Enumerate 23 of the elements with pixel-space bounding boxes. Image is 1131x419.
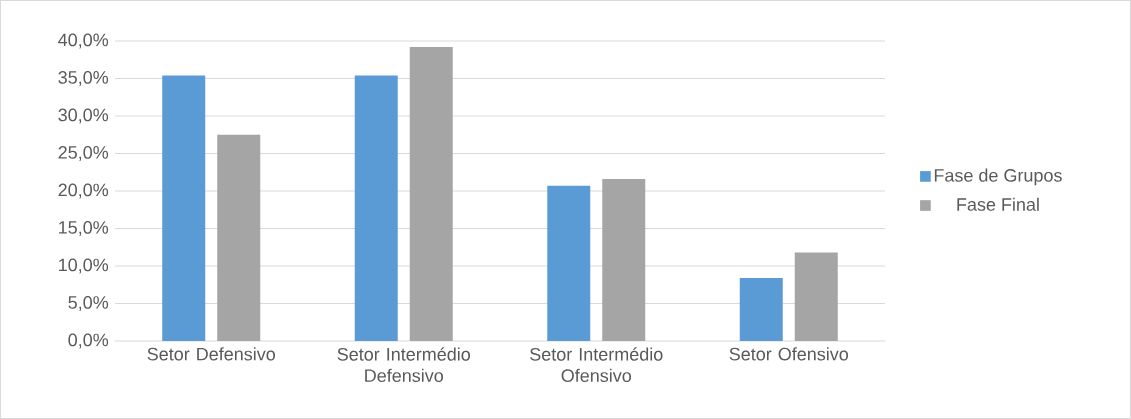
x-tick-label: Setor Defensivo: [147, 347, 276, 361]
y-tick-label: 10,0%: [59, 258, 109, 274]
y-tick-label: 35,0%: [58, 71, 109, 86]
y-tick-label: 0,0%: [68, 333, 109, 349]
y-tick-label: 5,0%: [68, 296, 109, 311]
bar: [409, 46, 453, 341]
y-tick-label: 40,0%: [58, 33, 109, 49]
y-tick-label: 20,0%: [58, 183, 109, 199]
bar: [794, 252, 838, 341]
legend-label: Fase de Grupos: [934, 168, 1062, 186]
bar: [547, 185, 591, 341]
y-tick-label: 25,0%: [58, 146, 109, 161]
x-tick-label: Setor Intermédio Ofensivo: [530, 347, 663, 383]
bar: [162, 75, 206, 341]
x-tick-label: Setor Intermédio Defensivo: [337, 347, 471, 383]
bar: [739, 278, 783, 341]
bar: [602, 178, 646, 341]
bar: [354, 75, 398, 341]
x-tick-label: Setor Ofensivo: [729, 347, 849, 361]
y-tick-label: 30,0%: [58, 108, 109, 124]
legend-label: Fase Final: [957, 197, 1039, 211]
bar: [217, 134, 261, 341]
y-tick-label: 15,0%: [59, 221, 109, 236]
